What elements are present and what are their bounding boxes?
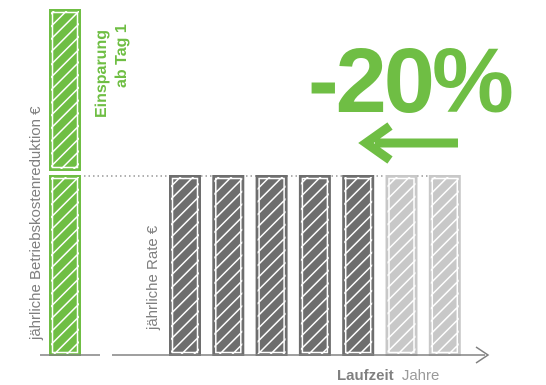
bar-savings-lower [49,175,81,356]
annotation-line-2: ab Tag 1 [113,24,130,88]
x-axis-label: Laufzeit Jahre [337,367,439,384]
reduction-label: -20% [308,30,512,132]
bar-rate-4-inner-border [301,177,329,354]
bar-rate-7-inner-border [431,177,459,354]
bar-rate-2-inner-border [215,177,242,354]
bar-rate-3 [255,175,288,356]
bar-rate-6-inner-border [388,177,415,354]
right-bar-group [169,175,461,356]
bar-rate-2 [212,175,245,356]
bar-rate-5 [342,175,375,356]
right-ylabel: jährliche Rate € [144,225,161,331]
bar-rate-1-inner-border [171,177,199,354]
x-axis-label-light: Jahre [402,367,440,384]
bar-savings-lower-inner-border [51,177,79,354]
bar-rate-3-inner-border [258,177,285,354]
arrow-left-icon [358,122,458,164]
bar-rate-6 [385,175,418,356]
bar-rate-5-inner-border [344,177,372,354]
bar-rate-7 [428,175,461,356]
left-bar-group [49,9,81,356]
bar-rate-4 [298,175,331,356]
bar-savings-upper [49,9,81,171]
x-axis-label-strong: Laufzeit [337,367,394,384]
annotation-line-1: Einsparung [93,30,110,118]
x-axis-arrow-icon [475,346,490,364]
bar-savings-upper-inner-border [51,11,79,169]
left-ylabel: jährliche Betriebskostenreduktion € [27,106,44,341]
bar-rate-1 [169,175,201,356]
